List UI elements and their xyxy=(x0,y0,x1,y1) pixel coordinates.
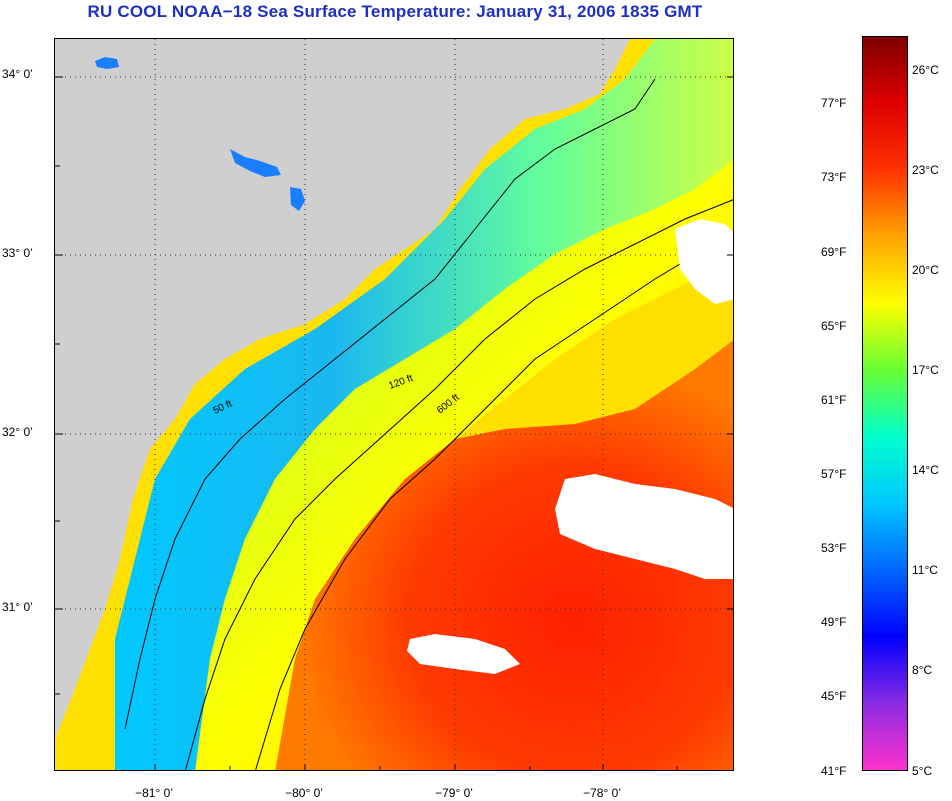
colorbar-label-f: 73°F xyxy=(821,170,847,184)
latitude-label-32: 32° 0’ xyxy=(2,425,33,439)
sst-map[interactable]: 50 ft 120 ft 600 ft xyxy=(54,38,734,771)
colorbar-label-f: 41°F xyxy=(821,764,847,778)
colorbar-label-c: 11°C xyxy=(912,563,938,577)
cloud-patch-3 xyxy=(675,219,733,304)
colorbar-label-c: 14°C xyxy=(912,463,939,477)
inland-lake-1 xyxy=(95,57,119,69)
colorbar-label-c: 5°C xyxy=(912,764,933,778)
land-mass xyxy=(55,39,630,739)
colorbar-label-f: 69°F xyxy=(821,245,847,259)
inland-lake-2 xyxy=(230,149,281,177)
colorbar-label-c: 17°C xyxy=(912,363,939,377)
latitude-label-31: 31° 0’ xyxy=(2,600,33,614)
contour-600ft xyxy=(255,239,733,770)
temperature-colorbar xyxy=(862,36,908,771)
colorbar-label-f: 65°F xyxy=(821,319,847,333)
longitude-label-81: −81° 0’ xyxy=(135,786,173,800)
colorbar-label-f: 77°F xyxy=(821,96,847,110)
frame-ticks xyxy=(55,76,733,770)
latitude-label-33: 33° 0’ xyxy=(2,246,33,260)
colorbar-label-f: 57°F xyxy=(821,467,847,481)
cloud-patches xyxy=(407,219,733,674)
longitude-label-78: −78° 0’ xyxy=(583,786,621,800)
colorbar-label-f: 53°F xyxy=(821,541,847,555)
longitude-label-79: −79° 0’ xyxy=(435,786,473,800)
colorbar-label-f: 49°F xyxy=(821,615,847,629)
contour-50ft xyxy=(124,78,656,730)
colorbar-label-c: 20°C xyxy=(912,263,939,277)
colorbar-label-f: 45°F xyxy=(821,689,847,703)
shelf-water xyxy=(115,39,733,770)
contour-120ft xyxy=(185,199,733,770)
colorbar-label-c: 26°C xyxy=(912,63,939,77)
longitude-label-80: −80° 0’ xyxy=(285,786,323,800)
colorbar-label-c: 8°C xyxy=(912,663,933,677)
mid-shelf-water xyxy=(195,160,733,770)
colorbar-label-c: 23°C xyxy=(912,163,939,177)
map-title: RU COOL NOAA−18 Sea Surface Temperature:… xyxy=(87,2,703,21)
gulf-stream-water xyxy=(275,340,733,770)
latitude-label-34: 34° 0’ xyxy=(2,67,33,81)
inland-lake-3 xyxy=(290,187,305,211)
sst-map-graphic: 50 ft 120 ft 600 ft xyxy=(55,39,733,770)
colorbar-label-f: 61°F xyxy=(821,393,847,407)
depth-contours xyxy=(124,78,733,770)
cloud-patch-2 xyxy=(407,634,520,674)
cloud-patch-1 xyxy=(555,474,733,579)
